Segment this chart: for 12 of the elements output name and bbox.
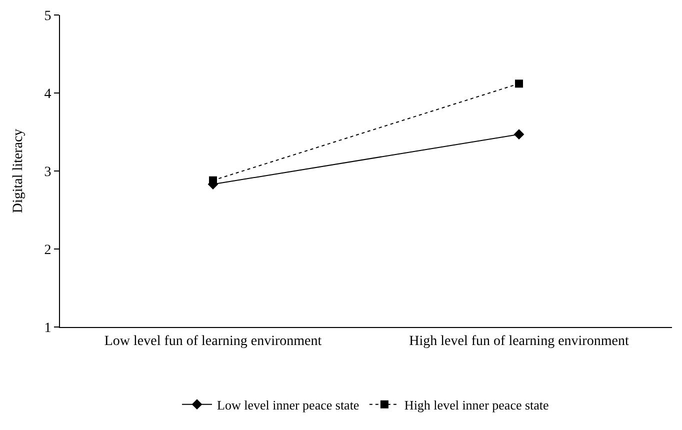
y-axis-title: Digital literacy [11,128,26,214]
legend-label: High level inner peace state [404,397,550,412]
y-tick-label: 2 [44,242,52,258]
x-tick-label: Low level fun of learning environment [104,334,322,349]
y-tick-label: 3 [44,164,52,180]
legend-label: Low level inner peace state [217,397,360,412]
y-tick-label: 5 [44,8,52,24]
point [515,80,523,88]
y-tick-label: 1 [44,320,52,336]
y-tick-label: 4 [44,86,52,102]
point [514,129,524,140]
x-tick-label: High level fun of learning environment [409,334,629,349]
